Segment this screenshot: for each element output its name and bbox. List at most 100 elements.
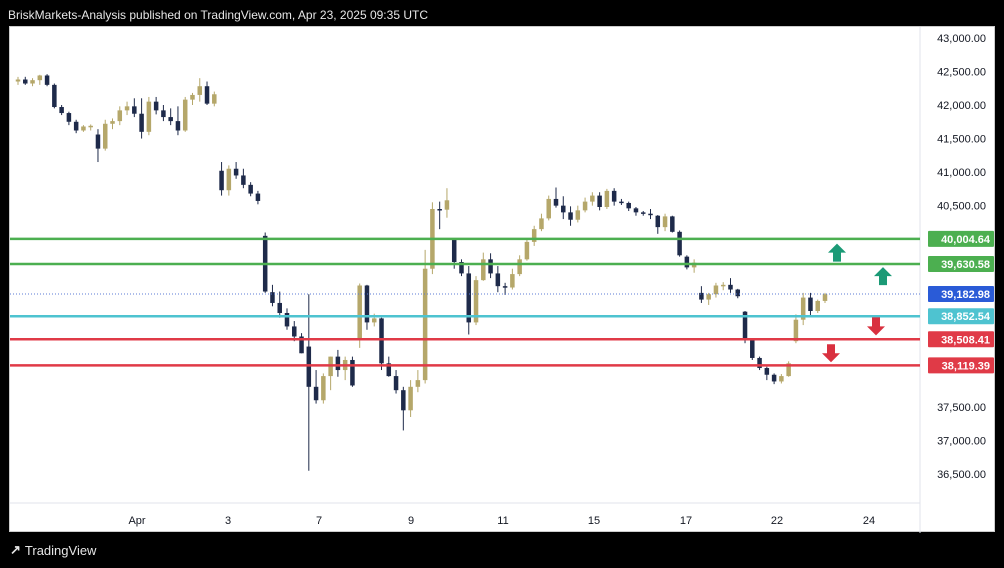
candle-body[interactable] <box>553 198 559 206</box>
candle-body[interactable] <box>321 376 326 401</box>
candle-body[interactable] <box>357 285 362 340</box>
candle-body[interactable] <box>226 168 232 191</box>
candle-body[interactable] <box>15 79 21 82</box>
candle-body[interactable] <box>81 126 86 131</box>
candle-body[interactable] <box>822 294 828 301</box>
candle-body[interactable] <box>444 200 450 210</box>
candle-body[interactable] <box>626 202 631 209</box>
candle-body[interactable] <box>73 121 79 131</box>
candle-body[interactable] <box>204 86 210 104</box>
candle-body[interactable] <box>764 368 770 375</box>
candle-body[interactable] <box>670 216 675 232</box>
candle-body[interactable] <box>495 273 501 287</box>
candle-body[interactable] <box>590 195 595 202</box>
candle-body[interactable] <box>255 193 261 201</box>
candle-body[interactable] <box>619 201 624 204</box>
candle-body[interactable] <box>640 212 646 214</box>
candle-body[interactable] <box>713 285 719 295</box>
candle-body[interactable] <box>284 313 290 327</box>
candle-body[interactable] <box>386 363 392 377</box>
candle-body[interactable] <box>815 300 820 311</box>
candle-body[interactable] <box>539 218 544 230</box>
candle-body[interactable] <box>568 212 573 220</box>
candle-body[interactable] <box>437 209 442 211</box>
candle-body[interactable] <box>611 190 617 202</box>
candle-body[interactable] <box>597 195 602 207</box>
candle-body[interactable] <box>786 363 791 377</box>
candle-body[interactable] <box>524 241 530 260</box>
candle-body[interactable] <box>117 110 123 122</box>
candle-body[interactable] <box>750 339 755 358</box>
candle-body[interactable] <box>699 292 704 300</box>
candle-body[interactable] <box>517 259 522 275</box>
candle-body[interactable] <box>248 184 253 194</box>
candle-body[interactable] <box>379 318 384 364</box>
candle-body[interactable] <box>800 297 806 320</box>
candle-body[interactable] <box>161 110 166 118</box>
candle-body[interactable] <box>677 231 682 256</box>
candle-body[interactable] <box>59 107 64 114</box>
candle-body[interactable] <box>510 274 515 288</box>
candle-body[interactable] <box>728 284 733 290</box>
candle-body[interactable] <box>720 284 726 287</box>
candle-body[interactable] <box>422 268 428 381</box>
candle-body[interactable] <box>779 376 784 382</box>
candle-body[interactable] <box>52 84 57 108</box>
candle-body[interactable] <box>604 190 610 207</box>
candle-body[interactable] <box>350 359 355 386</box>
candle-body[interactable] <box>270 292 275 303</box>
candle-body[interactable] <box>371 318 377 323</box>
candle-body[interactable] <box>502 286 508 288</box>
candle-body[interactable] <box>212 94 217 104</box>
candle-body[interactable] <box>706 294 711 300</box>
candle-body[interactable] <box>531 229 537 242</box>
candle-body[interactable] <box>742 311 748 340</box>
candle-body[interactable] <box>408 386 413 411</box>
candle-body[interactable] <box>139 113 144 132</box>
candle-body[interactable] <box>146 101 152 132</box>
candle-body[interactable] <box>582 201 588 211</box>
candle-body[interactable] <box>415 380 421 387</box>
candle-body[interactable] <box>808 297 813 311</box>
candlestick-chart[interactable]: 43,000.00 42,500.00 42,000.00 41,500.00 41,0… <box>10 27 996 533</box>
candle-body[interactable] <box>168 117 173 122</box>
candle-body[interactable] <box>95 134 101 149</box>
candle-body[interactable] <box>37 75 43 81</box>
chart-panel[interactable]: 43,000.00 42,500.00 42,000.00 41,500.00 41,0… <box>9 26 996 533</box>
candle-body[interactable] <box>153 101 159 111</box>
candle-body[interactable] <box>23 79 28 84</box>
candle-body[interactable] <box>684 256 690 268</box>
candle-body[interactable] <box>175 121 181 131</box>
candle-body[interactable] <box>771 374 777 382</box>
candle-body[interactable] <box>292 326 297 337</box>
candle-body[interactable] <box>466 273 472 323</box>
tradingview-footer[interactable]: ↗ TradingView <box>10 541 96 559</box>
candle-body[interactable] <box>88 125 93 128</box>
candle-body[interactable] <box>30 80 35 84</box>
candle-body[interactable] <box>124 106 130 111</box>
candle-body[interactable] <box>335 356 341 371</box>
candle-body[interactable] <box>401 390 406 411</box>
candle-body[interactable] <box>473 280 479 323</box>
candle-body[interactable] <box>481 259 486 281</box>
candle-body[interactable] <box>306 346 312 387</box>
candle-body[interactable] <box>459 262 464 274</box>
candle-body[interactable] <box>44 75 50 85</box>
candle-body[interactable] <box>662 216 668 228</box>
candle-body[interactable] <box>219 170 224 191</box>
candle-body[interactable] <box>546 198 551 219</box>
candle-body[interactable] <box>488 259 493 274</box>
candle-body[interactable] <box>197 86 203 95</box>
candle-body[interactable] <box>655 215 661 228</box>
candle-body[interactable] <box>561 205 566 213</box>
candle-body[interactable] <box>735 289 741 297</box>
candle-body[interactable] <box>648 213 653 216</box>
candle-body[interactable] <box>110 121 115 124</box>
candle-body[interactable] <box>313 386 319 401</box>
candle-body[interactable] <box>793 319 799 342</box>
candle-body[interactable] <box>190 94 195 100</box>
candle-body[interactable] <box>241 175 246 185</box>
candle-body[interactable] <box>393 376 399 391</box>
candle-body[interactable] <box>233 168 239 176</box>
candle-body[interactable] <box>277 302 282 314</box>
